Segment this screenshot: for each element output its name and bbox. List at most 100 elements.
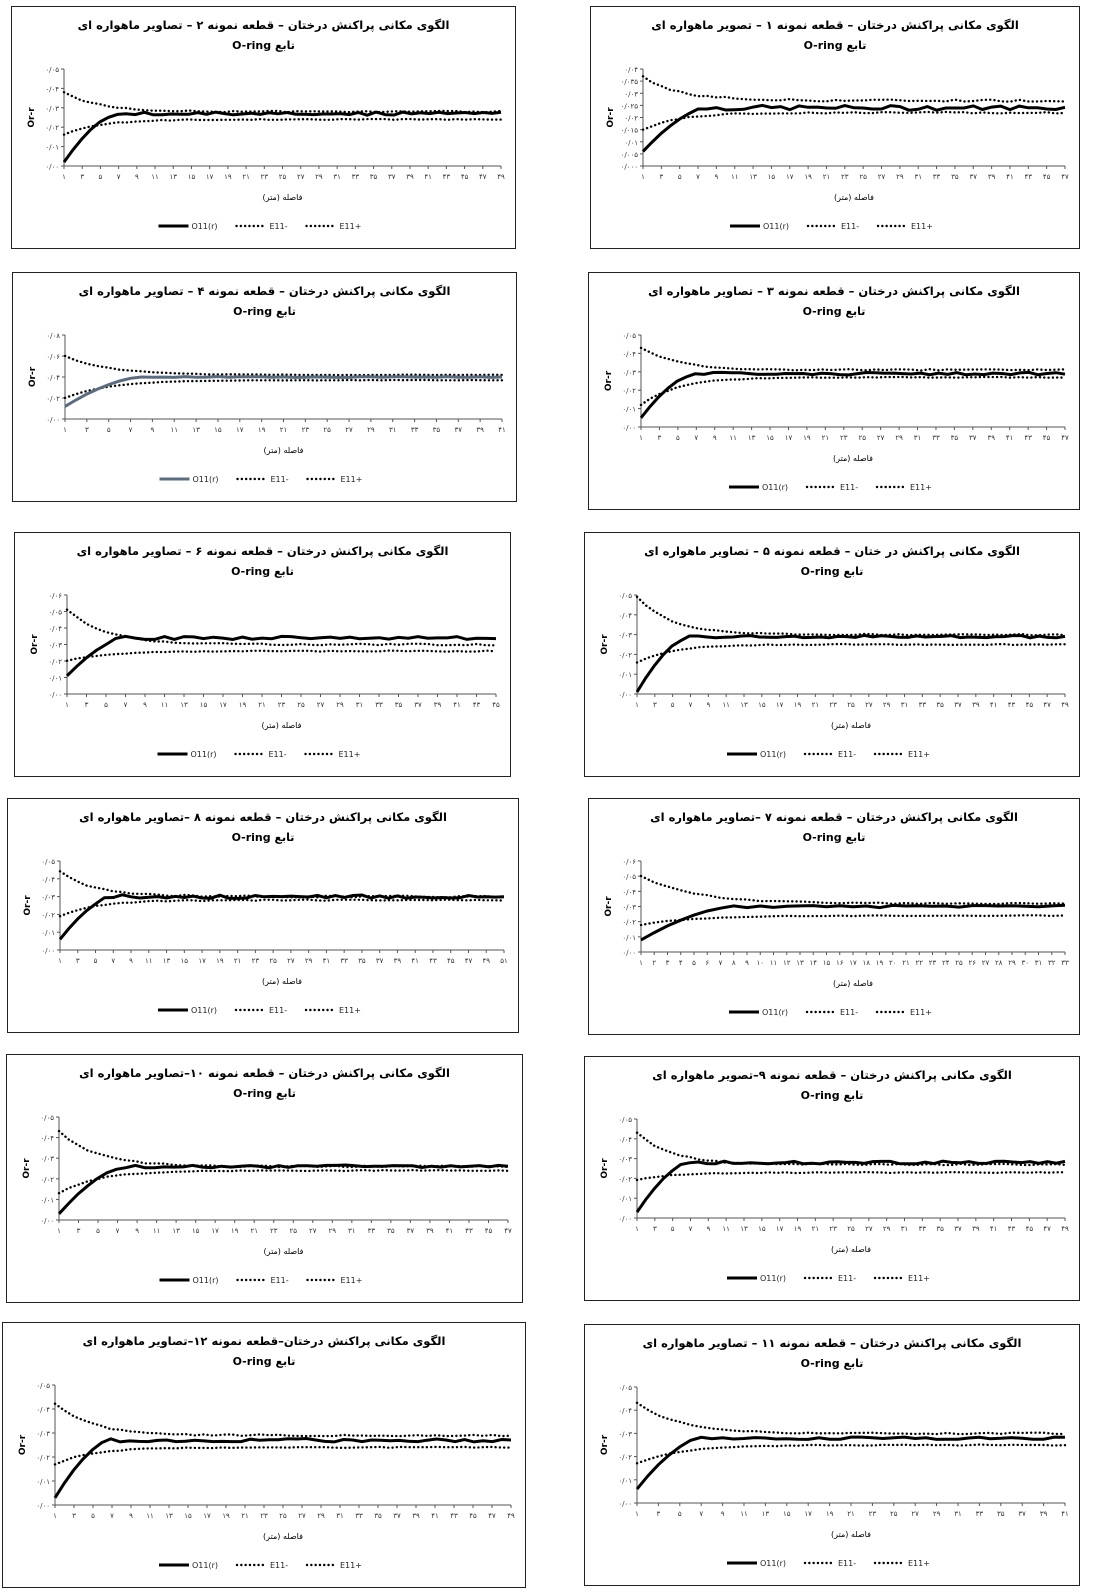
x-tick-label: ۳۷: [376, 957, 384, 965]
x-tick-label: ۳۹: [426, 1227, 434, 1235]
x-tick-label: ۲۳: [869, 1510, 877, 1518]
x-tick-label: ۲۵: [858, 434, 866, 442]
legend-label: E11-: [271, 475, 289, 484]
y-tick-label: ۰/۰۳: [624, 90, 638, 98]
x-tick-label: ۲۱: [847, 1510, 855, 1518]
x-tick-label: ۳۹: [1040, 1510, 1048, 1518]
x-tick-label: ۷: [124, 701, 128, 709]
x-tick-label: ۲۲: [915, 959, 923, 967]
x-tick-label: ۸: [732, 959, 736, 967]
x-tick-label: ۲۱: [241, 1512, 249, 1520]
x-tick-label: ۱۳: [762, 1510, 770, 1518]
series-line-E11-: [635, 1443, 1067, 1465]
x-tick-label: ۱۵: [181, 957, 189, 965]
x-tick-label: ۲۹: [896, 173, 904, 181]
x-tick-label: ۲۷: [297, 173, 305, 181]
x-tick-label: ۲۵: [297, 701, 305, 709]
y-tick-label: ۰/۰۱: [41, 929, 55, 937]
x-tick-label: ۹: [135, 173, 139, 181]
series-line-E11-: [635, 642, 1067, 664]
y-axis-label: Or-r: [604, 370, 614, 391]
series-line-E11-: [58, 898, 506, 918]
x-tick-label: ۹: [129, 957, 133, 965]
x-tick-label: ۴۳: [1008, 701, 1016, 709]
y-tick-label: ۰/۰۲: [46, 395, 60, 403]
x-tick-label: ۲۳: [261, 173, 269, 181]
y-tick-label: ۰/۰۱: [618, 1195, 632, 1203]
x-tick-label: ۳۹: [394, 957, 402, 965]
y-axis-label: Or-r: [604, 896, 614, 917]
x-tick-label: ۹: [721, 1510, 725, 1518]
series-line-O11(r): [58, 893, 505, 941]
series-line-E11-: [639, 914, 1067, 927]
x-tick-label: ۱۷: [849, 959, 857, 967]
x-tick-label: ۱۵: [823, 959, 831, 967]
y-tick-label: ۰/۰۰: [618, 1215, 632, 1223]
x-tick-label: ۱۵: [766, 434, 774, 442]
x-tick-label: ۱۱: [729, 434, 737, 442]
x-tick-label: ۴۹: [1061, 1225, 1069, 1233]
legend-label: E11+: [908, 750, 930, 759]
function-subtitle: تابع O-ring: [803, 305, 866, 318]
x-tick-label: ۲۵: [289, 1227, 297, 1235]
y-tick-label: ۰/۰۰۰: [621, 163, 638, 171]
y-tick-label: ۰/۰۵: [622, 332, 636, 340]
x-tick-label: ۴۷: [504, 1227, 512, 1235]
x-tick-label: ۳۹: [434, 701, 442, 709]
y-tick-label: ۰/۰۰: [36, 1502, 50, 1510]
x-tick-label: ۱۹: [222, 1512, 230, 1520]
x-tick-label: ۷: [116, 1227, 120, 1235]
function-subtitle: تابع O-ring: [233, 305, 296, 318]
x-axis-label: فاصله (متر): [833, 454, 873, 463]
x-tick-label: ۳۳: [933, 173, 941, 181]
chart-title: الگوی مکانی پراکنش درختان – قطعه نمونه ۷…: [650, 810, 1018, 825]
y-tick-label: ۰/۰۰: [41, 947, 55, 955]
chart-title: الگوی مکانی پراکنش درختان – قطعه نمونه ۳…: [648, 284, 1020, 299]
y-tick-label: ۰/۰۲: [40, 1176, 54, 1184]
x-tick-label: ۲۸: [995, 959, 1003, 967]
x-tick-label: ۳: [77, 1227, 81, 1235]
x-tick-label: ۴۵: [1043, 434, 1051, 442]
x-tick-label: ۱۱: [151, 173, 159, 181]
chart-svg: الگوی مکانی پراکنش درختان – قطعه نمونه ۴…: [28, 284, 506, 484]
x-tick-label: ۲۷: [345, 426, 353, 434]
legend-label: O11(r): [193, 475, 219, 484]
x-tick-label: ۲۷: [298, 1512, 306, 1520]
series-line-E11+: [65, 608, 498, 647]
series-line-E11-: [57, 1168, 510, 1195]
x-axis-label: فاصله (متر): [264, 446, 304, 455]
series-line-E11+: [639, 346, 1067, 372]
y-axis-label: Or-r: [18, 1434, 28, 1455]
x-tick-label: ۳۱: [336, 1512, 344, 1520]
x-tick-label: ۱۷: [203, 1512, 211, 1520]
x-tick-label: ۳۳: [919, 701, 927, 709]
x-tick-label: ۱۹: [876, 959, 884, 967]
x-tick-label: ۲۹: [336, 701, 344, 709]
x-tick-label: ۱: [639, 434, 643, 442]
x-tick-label: ۱۹: [794, 701, 802, 709]
x-tick-label: ۳۷: [393, 1512, 401, 1520]
x-tick-label: ۱: [635, 1225, 639, 1233]
x-tick-label: ۲۵: [323, 426, 331, 434]
x-tick-label: ۴۱: [411, 957, 419, 965]
x-tick-label: ۱۱: [145, 957, 153, 965]
series-line-E11-: [641, 110, 1067, 131]
x-tick-label: ۵: [96, 1227, 100, 1235]
x-tick-label: ۲۰: [889, 959, 897, 967]
chart-title: الگوی مکانی پراکنش درختان – قطعه نمونه ۱…: [643, 1336, 1022, 1351]
function-subtitle: تابع O-ring: [801, 1357, 864, 1370]
x-tick-label: ۵: [104, 701, 108, 709]
x-tick-label: ۳: [653, 1225, 657, 1233]
chart-panel-11: الگوی مکانی پراکنش درختان – قطعه نمونه ۱…: [584, 1324, 1080, 1586]
x-tick-label: ۱: [635, 701, 639, 709]
x-tick-label: ۴۹: [497, 173, 505, 181]
series-line-E11-: [63, 378, 504, 400]
x-tick-label: ۱: [641, 173, 645, 181]
chart-panel-10: الگوی مکانی پراکنش درختان – قطعه نمونه ۱…: [6, 1054, 523, 1303]
x-tick-label: ۷: [689, 701, 693, 709]
x-tick-label: ۱: [58, 957, 62, 965]
y-tick-label: ۰/۰۲۵: [621, 102, 639, 110]
x-tick-label: ۱۱: [146, 1512, 154, 1520]
y-tick-label: ۰/۰۲: [48, 658, 62, 666]
x-tick-label: ۲۷: [878, 173, 886, 181]
